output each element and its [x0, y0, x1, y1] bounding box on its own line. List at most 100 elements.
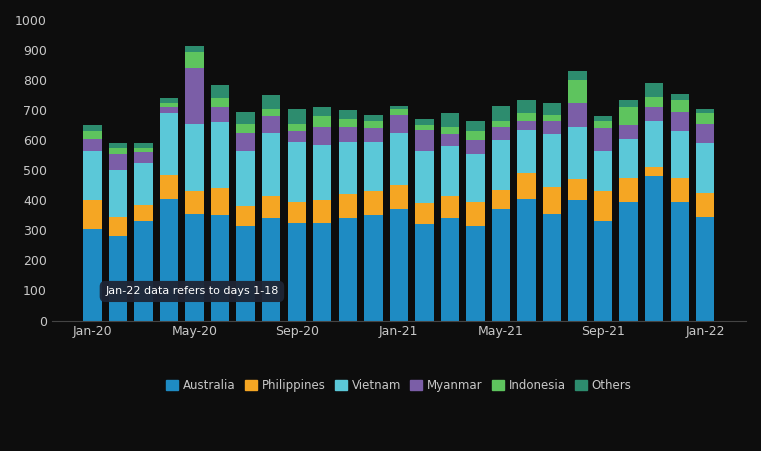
Bar — [492, 121, 510, 127]
Bar — [517, 121, 536, 130]
Bar — [390, 109, 408, 115]
Bar — [288, 202, 306, 223]
Bar — [160, 199, 178, 321]
Bar — [492, 127, 510, 140]
Bar — [670, 112, 689, 131]
Bar — [313, 223, 332, 321]
Bar — [568, 200, 587, 321]
Bar — [645, 107, 664, 121]
Bar — [186, 51, 204, 68]
Bar — [135, 205, 153, 221]
Bar — [645, 167, 664, 176]
Bar — [160, 103, 178, 107]
Bar — [670, 94, 689, 100]
Bar — [670, 131, 689, 178]
Bar — [288, 109, 306, 124]
Bar — [492, 140, 510, 190]
Bar — [441, 127, 459, 134]
Bar — [517, 173, 536, 199]
Bar — [619, 139, 638, 178]
Bar — [339, 110, 357, 119]
Bar — [492, 209, 510, 321]
Bar — [288, 223, 306, 321]
Bar — [645, 176, 664, 321]
Bar — [186, 68, 204, 124]
Bar — [313, 200, 332, 223]
Bar — [237, 124, 255, 133]
Bar — [109, 148, 127, 154]
Bar — [696, 193, 715, 217]
Bar — [313, 116, 332, 127]
Bar — [441, 218, 459, 321]
Bar — [441, 134, 459, 146]
Bar — [594, 191, 613, 221]
Bar — [696, 143, 715, 193]
Bar — [416, 151, 434, 203]
Bar — [313, 127, 332, 145]
Bar — [211, 98, 229, 107]
Bar — [160, 107, 178, 113]
Bar — [237, 112, 255, 124]
Bar — [670, 202, 689, 321]
Bar — [594, 151, 613, 191]
Bar — [390, 106, 408, 109]
Bar — [83, 139, 102, 151]
Bar — [262, 95, 280, 109]
Bar — [160, 175, 178, 199]
Bar — [262, 196, 280, 218]
Text: Jan-22 data refers to days 1-18: Jan-22 data refers to days 1-18 — [105, 286, 279, 296]
Bar — [237, 151, 255, 206]
Bar — [416, 203, 434, 224]
Bar — [517, 113, 536, 121]
Bar — [645, 121, 664, 167]
Bar — [237, 226, 255, 321]
Bar — [696, 113, 715, 124]
Bar — [466, 131, 485, 140]
Bar — [466, 140, 485, 154]
Bar — [365, 115, 383, 121]
Bar — [645, 97, 664, 107]
Bar — [83, 200, 102, 229]
Bar — [365, 128, 383, 142]
Bar — [160, 113, 178, 175]
Bar — [288, 131, 306, 142]
Bar — [543, 187, 562, 214]
Bar — [186, 124, 204, 191]
Bar — [211, 215, 229, 321]
Bar — [619, 202, 638, 321]
Bar — [517, 199, 536, 321]
Bar — [619, 178, 638, 202]
Bar — [186, 191, 204, 214]
Bar — [339, 194, 357, 218]
Bar — [390, 209, 408, 321]
Bar — [186, 46, 204, 51]
Bar — [390, 185, 408, 209]
Bar — [696, 109, 715, 113]
Bar — [543, 121, 562, 134]
Bar — [135, 152, 153, 163]
Bar — [211, 85, 229, 98]
Bar — [594, 221, 613, 321]
Bar — [543, 214, 562, 321]
Bar — [492, 190, 510, 209]
Bar — [109, 217, 127, 236]
Bar — [441, 113, 459, 127]
Bar — [696, 217, 715, 321]
Bar — [365, 142, 383, 191]
Bar — [262, 116, 280, 133]
Bar — [109, 170, 127, 217]
Bar — [390, 115, 408, 133]
Bar — [390, 133, 408, 185]
Bar — [109, 154, 127, 170]
Bar — [568, 80, 587, 103]
Bar — [211, 107, 229, 122]
Bar — [594, 121, 613, 128]
Bar — [339, 218, 357, 321]
Legend: Australia, Philippines, Vietnam, Myanmar, Indonesia, Others: Australia, Philippines, Vietnam, Myanmar… — [162, 374, 636, 397]
Bar — [543, 115, 562, 121]
Bar — [441, 196, 459, 218]
Bar — [594, 128, 613, 151]
Bar — [135, 143, 153, 148]
Bar — [83, 131, 102, 139]
Bar — [594, 116, 613, 121]
